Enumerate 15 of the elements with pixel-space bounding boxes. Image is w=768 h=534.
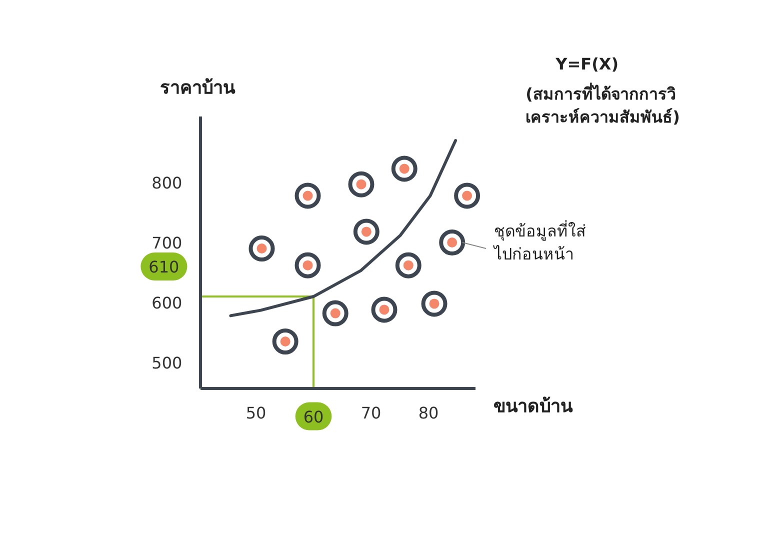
x-axis-title: ขนาดบ้าน	[494, 396, 574, 417]
y-tick-label: 600	[152, 294, 182, 313]
x-tick-label: 50	[246, 403, 266, 422]
x-tick-label: 60	[303, 407, 324, 426]
annotation: ชุดข้อมูลที่ใส่ไปก่อนหน้า	[492, 220, 586, 264]
text: Y=F(X)	[554, 54, 619, 74]
x-tick-label: 80	[418, 403, 439, 422]
y-tick-label: 700	[152, 234, 182, 253]
y-axis-title: ราคาบ้าน	[160, 78, 236, 99]
line-series	[229, 139, 458, 318]
y-tick-label: 800	[152, 174, 182, 193]
x-tick-label: 70	[360, 403, 382, 422]
ref-line-label: 610	[148, 258, 180, 277]
y-tick-label: 500	[152, 354, 182, 372]
text: (สมการที่ได้จากการวิเคราะห์ความสัมพันธ์)	[526, 82, 680, 126]
